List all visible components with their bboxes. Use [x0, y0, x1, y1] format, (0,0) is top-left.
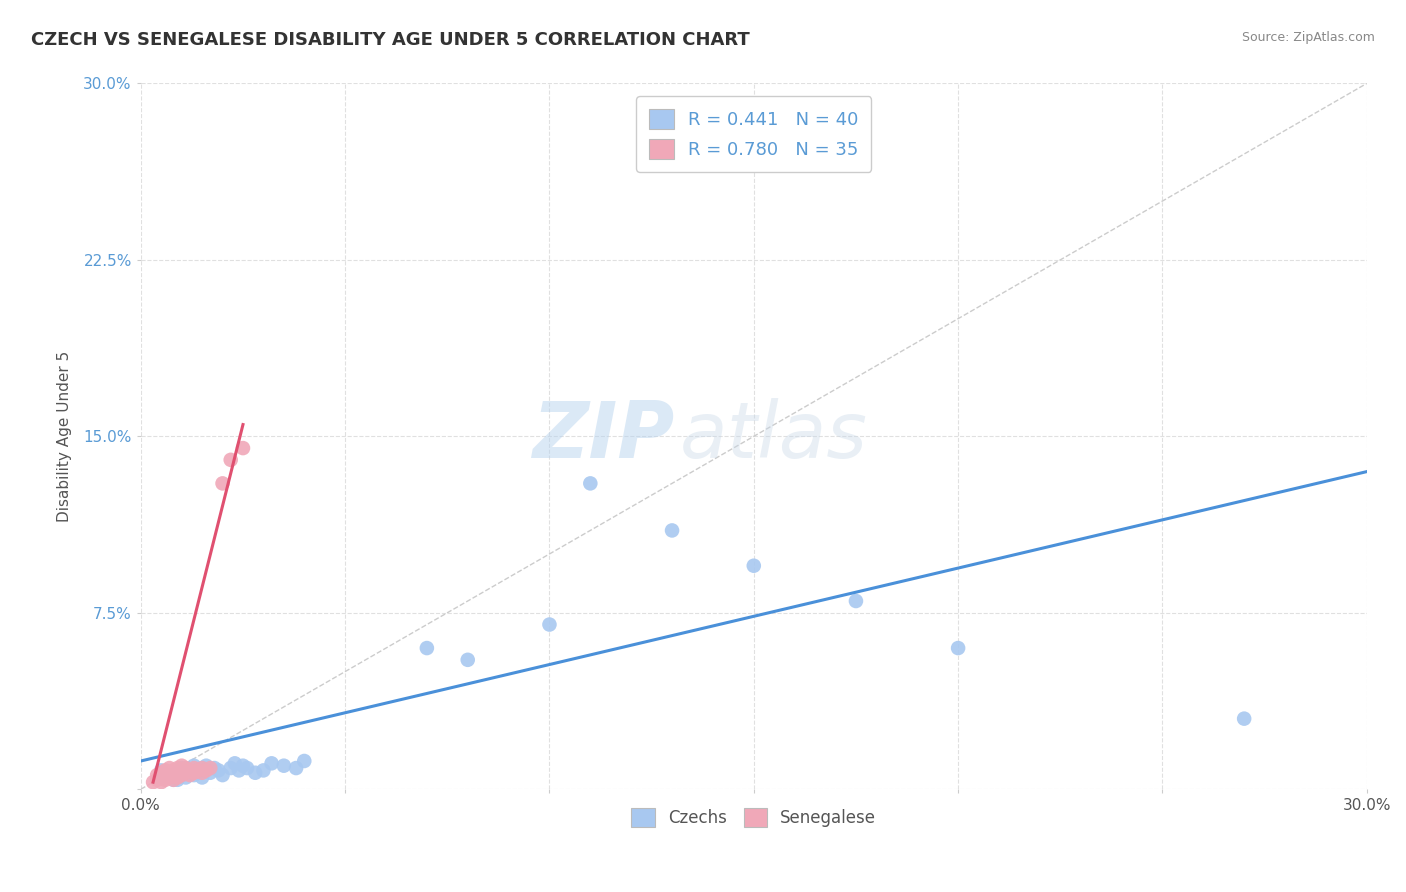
- Point: [252, 764, 274, 778]
- Point: [159, 771, 181, 785]
- Y-axis label: Disability Age Under 5: Disability Age Under 5: [58, 351, 72, 522]
- Point: [219, 453, 242, 467]
- Point: [166, 765, 188, 780]
- Point: [200, 765, 222, 780]
- Point: [166, 761, 188, 775]
- Text: atlas: atlas: [681, 399, 868, 475]
- Point: [946, 641, 969, 656]
- Point: [170, 768, 193, 782]
- Point: [202, 761, 225, 775]
- Point: [159, 761, 181, 775]
- Point: [179, 768, 201, 782]
- Point: [232, 441, 254, 455]
- Point: [260, 756, 283, 771]
- Point: [228, 764, 250, 778]
- Point: [191, 765, 214, 780]
- Point: [285, 761, 308, 775]
- Point: [179, 764, 201, 778]
- Point: [183, 768, 205, 782]
- Point: [170, 761, 193, 775]
- Point: [142, 775, 165, 789]
- Point: [224, 756, 246, 771]
- Point: [416, 641, 439, 656]
- Point: [207, 764, 229, 778]
- Point: [174, 761, 197, 775]
- Point: [150, 771, 173, 785]
- Point: [155, 768, 177, 782]
- Point: [166, 765, 188, 780]
- Point: [159, 768, 181, 782]
- Legend: Czechs, Senegalese: Czechs, Senegalese: [624, 801, 883, 834]
- Text: Source: ZipAtlas.com: Source: ZipAtlas.com: [1241, 31, 1375, 45]
- Point: [174, 771, 197, 785]
- Point: [150, 771, 173, 785]
- Point: [183, 765, 205, 780]
- Point: [245, 765, 267, 780]
- Point: [661, 524, 683, 538]
- Point: [211, 768, 233, 782]
- Point: [183, 758, 205, 772]
- Point: [166, 771, 188, 785]
- Point: [200, 761, 222, 775]
- Point: [538, 617, 561, 632]
- Point: [236, 761, 259, 775]
- Point: [292, 754, 315, 768]
- Text: ZIP: ZIP: [531, 399, 673, 475]
- Point: [170, 768, 193, 782]
- Point: [150, 764, 173, 778]
- Point: [174, 765, 197, 780]
- Point: [155, 772, 177, 787]
- Point: [170, 764, 193, 778]
- Point: [162, 768, 184, 782]
- Point: [150, 775, 173, 789]
- Point: [219, 761, 242, 775]
- Point: [150, 765, 173, 780]
- Point: [187, 765, 209, 780]
- Point: [179, 764, 201, 778]
- Point: [170, 758, 193, 772]
- Point: [183, 761, 205, 775]
- Point: [191, 761, 214, 775]
- Point: [187, 764, 209, 778]
- Point: [162, 764, 184, 778]
- Point: [146, 772, 169, 787]
- Point: [742, 558, 765, 573]
- Point: [162, 772, 184, 787]
- Point: [195, 764, 218, 778]
- Point: [191, 761, 214, 775]
- Point: [457, 653, 479, 667]
- Point: [232, 758, 254, 772]
- Point: [191, 771, 214, 785]
- Point: [146, 768, 169, 782]
- Point: [166, 772, 188, 787]
- Point: [1233, 712, 1256, 726]
- Point: [195, 758, 218, 772]
- Text: CZECH VS SENEGALESE DISABILITY AGE UNDER 5 CORRELATION CHART: CZECH VS SENEGALESE DISABILITY AGE UNDER…: [31, 31, 749, 49]
- Point: [845, 594, 868, 608]
- Point: [273, 758, 295, 772]
- Point: [579, 476, 602, 491]
- Point: [155, 764, 177, 778]
- Point: [159, 765, 181, 780]
- Point: [211, 476, 233, 491]
- Point: [162, 772, 184, 787]
